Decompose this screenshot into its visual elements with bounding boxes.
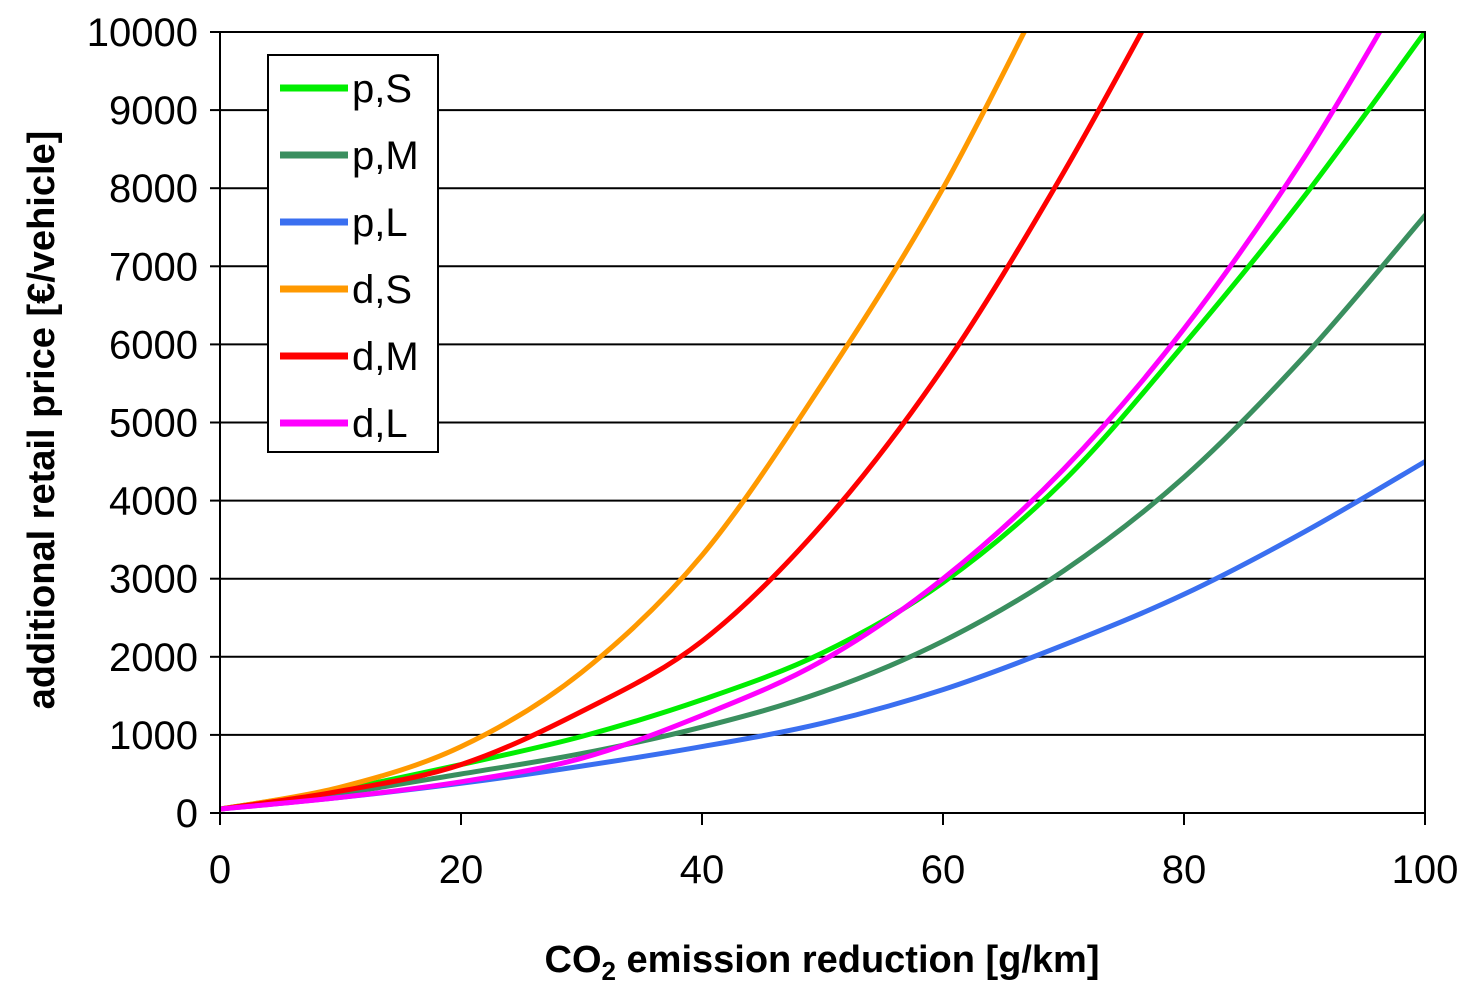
y-tick-label: 2000 [109,636,198,680]
legend-label-p-s: p,S [352,67,412,111]
y-tick-label: 4000 [109,480,198,524]
y-tick-label: 10000 [87,11,198,55]
y-tick-label: 5000 [109,402,198,446]
y-tick-label: 8000 [109,167,198,211]
y-tick-label: 0 [176,792,198,836]
y-axis-title: additional retail price [€/vehicle] [21,131,63,710]
legend-label-d-l: d,L [352,402,408,446]
x-tick-label: 20 [439,848,484,892]
legend-label-d-s: d,S [352,268,412,312]
legend-label-p-m: p,M [352,134,419,178]
legend: p,S p,M p,L d,S d,M d,L [268,55,438,452]
x-axis-title-part-1: CO [545,939,602,981]
legend-box [268,55,438,452]
x-axis-title-part-2: emission reduction [g/km] [616,939,1100,981]
legend-label-p-l: p,L [352,201,408,245]
x-tick-label: 80 [1162,848,1207,892]
legend-label-d-m: d,M [352,335,419,379]
y-tick-label: 6000 [109,323,198,367]
x-axis-title: CO2 emission reduction [g/km] [545,939,1100,982]
x-tick-label: 60 [921,848,966,892]
x-axis-title-subscript: 2 [602,956,616,982]
y-tick-label: 9000 [109,89,198,133]
y-tick-label: 3000 [109,558,198,602]
x-tick-label: 40 [680,848,725,892]
y-tick-label: 7000 [109,245,198,289]
x-tick-label: 0 [209,848,231,892]
series-line-p-l [220,462,1425,809]
x-tick-label: 100 [1392,848,1459,892]
y-tick-label: 1000 [109,714,198,758]
